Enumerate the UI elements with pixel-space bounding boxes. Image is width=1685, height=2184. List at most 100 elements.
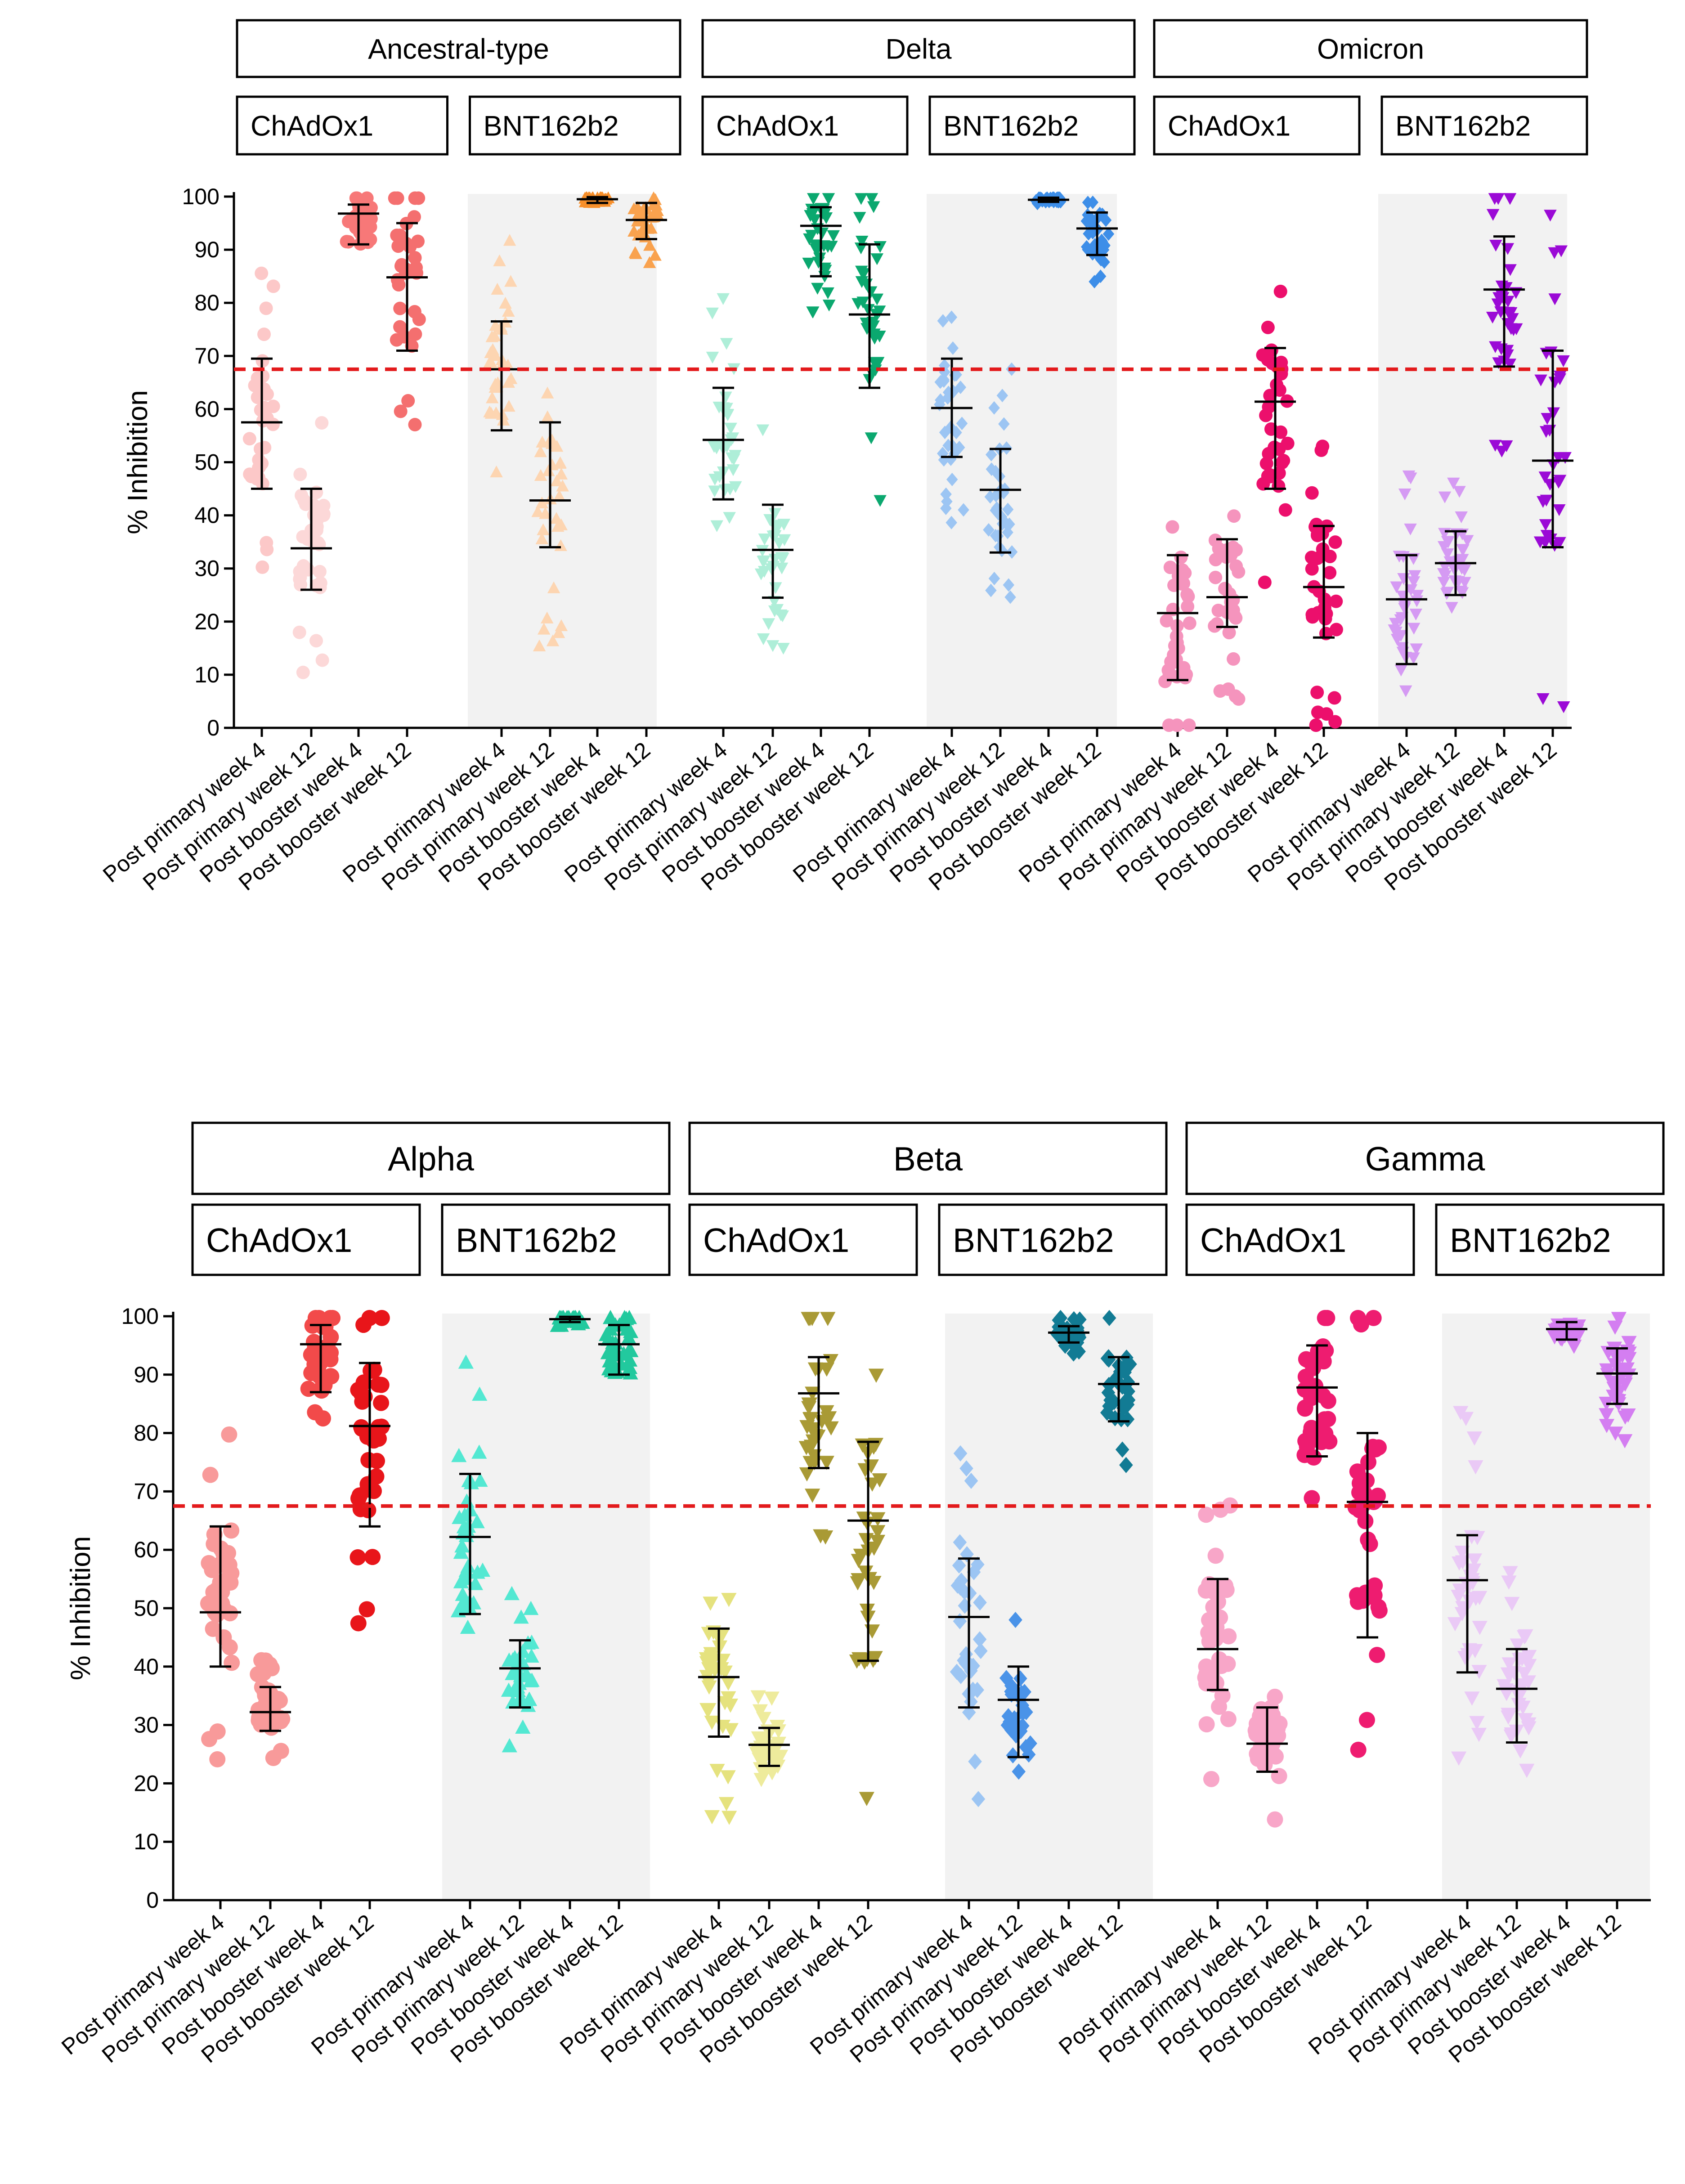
- data-point: [1220, 1711, 1237, 1727]
- data-point: [250, 1666, 266, 1682]
- data-point: [310, 1359, 327, 1375]
- error-bar: [529, 421, 571, 548]
- data-point: [806, 306, 819, 318]
- data-point: [1315, 527, 1329, 541]
- data-point: [555, 518, 568, 530]
- data-point: [520, 1635, 536, 1650]
- vaccine-header-label: BNT162b2: [953, 1221, 1114, 1259]
- data-point: [1006, 1747, 1020, 1764]
- data-point: [1115, 1441, 1129, 1458]
- variant-header-box: [701, 19, 1136, 78]
- data-point: [1310, 552, 1324, 565]
- data-point: [631, 201, 644, 213]
- data-point: [959, 1460, 973, 1477]
- data-point: [253, 442, 267, 456]
- data-point: [757, 1764, 773, 1779]
- data-point: [1271, 1768, 1287, 1785]
- data-point: [811, 283, 824, 295]
- data-point: [1263, 389, 1277, 403]
- data-point: [1489, 240, 1502, 252]
- data-point: [726, 432, 739, 444]
- data-point: [296, 665, 310, 679]
- data-point: [541, 410, 554, 422]
- data-point: [1163, 561, 1177, 574]
- data-point: [323, 1368, 340, 1385]
- data-point: [805, 1489, 820, 1503]
- data-point: [455, 1587, 471, 1601]
- data-point: [958, 503, 969, 517]
- data-point: [1116, 1400, 1130, 1417]
- data-point: [964, 1693, 978, 1710]
- data-point: [1466, 1431, 1483, 1446]
- vaccine-header-label: ChAdOx1: [1200, 1221, 1346, 1259]
- data-point: [1351, 1484, 1368, 1501]
- data-point: [1004, 590, 1016, 604]
- data-point: [1521, 1717, 1537, 1732]
- data-point: [1016, 1718, 1030, 1734]
- data-point: [1438, 491, 1452, 503]
- variant-header-box: [191, 1121, 671, 1195]
- data-point: [850, 1576, 865, 1591]
- data-point: [510, 1663, 525, 1677]
- data-point: [1502, 1566, 1518, 1580]
- data-point: [605, 1335, 621, 1349]
- data-point: [1198, 1507, 1214, 1523]
- data-point: [953, 1613, 967, 1629]
- data-point: [768, 605, 781, 618]
- data-point: [541, 386, 554, 399]
- data-point: [524, 1648, 539, 1663]
- data-point: [723, 1723, 739, 1737]
- data-point: [317, 508, 331, 522]
- data-point: [257, 327, 271, 341]
- data-point: [1515, 1700, 1531, 1715]
- data-point: [720, 338, 733, 350]
- data-point: [243, 467, 257, 481]
- data-point: [1101, 1384, 1116, 1401]
- data-point: [1174, 550, 1188, 564]
- data-point: [768, 596, 781, 608]
- data-point: [631, 208, 645, 220]
- data-point: [956, 417, 968, 431]
- data-point: [373, 1310, 390, 1326]
- data-point: [350, 1615, 367, 1632]
- data-point: [1600, 1368, 1616, 1382]
- data-point: [1447, 1617, 1463, 1632]
- data-point: [1541, 413, 1554, 425]
- data-point: [502, 376, 515, 388]
- data-point: [1067, 1345, 1080, 1362]
- data-point: [1538, 471, 1552, 484]
- data-point: [364, 1549, 381, 1565]
- vaccine-header-box: [469, 95, 681, 156]
- data-point: [953, 1534, 967, 1551]
- data-point: [1100, 1350, 1115, 1367]
- data-point: [1094, 269, 1107, 283]
- data-point: [1211, 603, 1225, 617]
- data-point: [1548, 540, 1561, 552]
- data-point: [1471, 1727, 1487, 1742]
- data-point: [799, 1467, 815, 1482]
- data-point: [351, 1487, 368, 1504]
- data-point: [816, 227, 829, 240]
- data-point: [988, 571, 1000, 585]
- data-point: [451, 1448, 467, 1462]
- data-point: [393, 301, 407, 315]
- data-point: [971, 1791, 986, 1807]
- vaccine-header-label: ChAdOx1: [251, 111, 373, 142]
- data-point: [1404, 472, 1417, 484]
- data-point: [1552, 477, 1565, 489]
- data-point: [1180, 587, 1194, 601]
- data-point: [454, 1538, 470, 1553]
- data-point: [537, 523, 550, 535]
- data-point: [1228, 689, 1242, 703]
- data-point: [405, 339, 419, 353]
- data-point: [259, 301, 273, 315]
- data-point: [1296, 1381, 1313, 1398]
- data-point: [1160, 614, 1174, 628]
- y-tick-label: 20: [194, 609, 220, 634]
- data-point: [1518, 1629, 1533, 1644]
- vaccine-header-box: [1185, 1203, 1415, 1276]
- vaccine-header-box: [928, 95, 1136, 156]
- data-point: [1267, 1688, 1283, 1705]
- data-point: [964, 1472, 978, 1489]
- data-point: [947, 341, 959, 355]
